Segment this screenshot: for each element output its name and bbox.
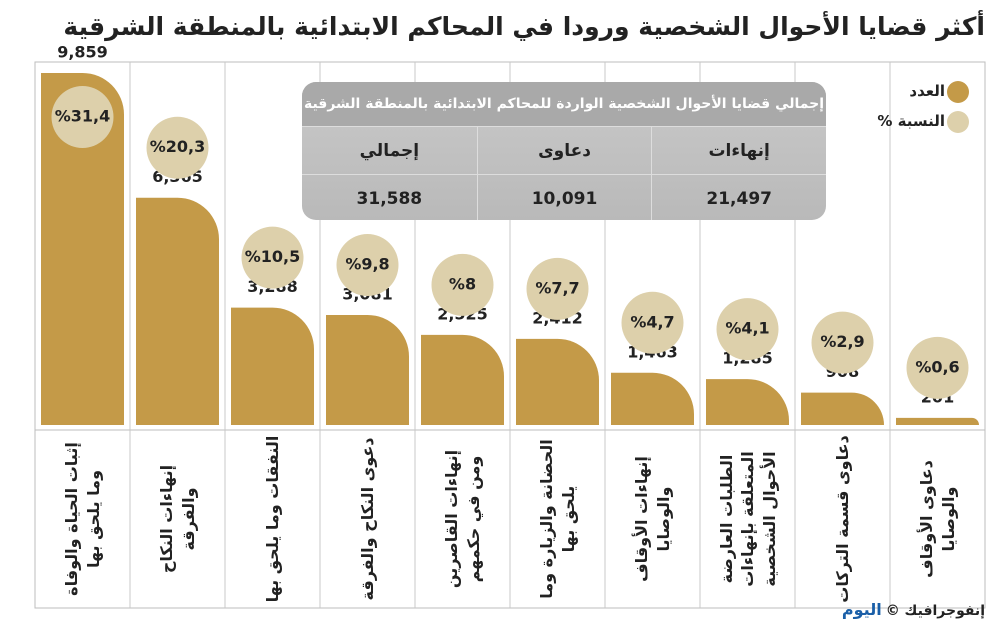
percent-bubble	[241, 226, 304, 289]
table-value: 31,588	[356, 188, 423, 209]
percent-bubble	[526, 257, 589, 320]
percent-bubble	[906, 336, 969, 399]
category-label: إنهاءات الأوقاف والوصايا	[631, 456, 673, 582]
percent-label: %31,4	[55, 107, 111, 126]
table-header-row: إنهاءات دعاوى إجمالي	[302, 126, 826, 174]
bar	[611, 372, 694, 425]
category-label: إنهاءات القاصرين ومن في حكمهم	[441, 449, 483, 589]
category-label: إنهاءات النكاح والفرقة	[156, 464, 198, 574]
bar	[801, 392, 884, 425]
percent-bubble	[431, 253, 494, 316]
value-label: 9,859	[57, 43, 108, 62]
table-value: 10,091	[476, 175, 652, 220]
bar	[421, 334, 504, 425]
chart-title: أكثر قضايا الأحوال الشخصية ورودا في المح…	[63, 12, 985, 41]
percent-bubble	[621, 291, 684, 354]
bar	[896, 417, 979, 425]
percent-label: %4,1	[725, 319, 769, 338]
bar	[136, 197, 219, 425]
percent-label: %4,7	[630, 312, 674, 331]
table-value: 21,497	[651, 175, 826, 220]
percent-bubble	[336, 233, 399, 296]
category-label: الطلبات العارضة المتعلقة بإنهاءات الأحوا…	[716, 451, 779, 587]
percent-label: %9,8	[345, 254, 389, 273]
legend-swatch	[947, 111, 969, 133]
category-label: النفقات وما يلحق بها	[262, 435, 282, 603]
percent-label: %10,5	[245, 247, 301, 266]
percent-label: %7,7	[535, 278, 579, 297]
legend-label: النسبة %	[877, 112, 945, 130]
percent-bubble	[146, 116, 209, 179]
table-header: دعاوى	[476, 127, 652, 174]
category-label: دعاوى الأوقاف والوصايا	[916, 460, 958, 578]
bar	[231, 307, 314, 425]
bar	[516, 338, 599, 425]
table-value-row: 21,497 10,091 31,588	[302, 174, 826, 220]
category-label: دعوى النكاح والفرقة	[357, 437, 377, 601]
table-header: إجمالي	[359, 140, 420, 161]
category-label: إثبات الحياة والوفاة وما يلحق بها	[61, 442, 103, 596]
category-label: الحضانة والزيارة وما يلحق بها	[536, 439, 578, 599]
footer: إنفوجرافيك ©اليوم	[842, 600, 985, 619]
percent-label: %8	[449, 274, 476, 293]
bar	[41, 73, 124, 425]
percent-label: %20,3	[150, 137, 206, 156]
percent-bubble	[811, 311, 874, 374]
credit: إنفوجرافيك ©	[885, 603, 985, 619]
legend-label: العدد	[909, 82, 945, 100]
summary-table: إجمالي قضايا الأحوال الشخصية الواردة للم…	[302, 82, 826, 220]
table-title: إجمالي قضايا الأحوال الشخصية الواردة للم…	[302, 82, 826, 126]
percent-bubble	[716, 298, 779, 361]
percent-label: %0,6	[915, 357, 959, 376]
category-label: دعاوى قسمة التركات	[832, 435, 852, 603]
bar	[326, 314, 409, 425]
legend-swatch	[947, 81, 969, 103]
bar	[706, 379, 789, 425]
brand: اليوم	[841, 600, 882, 619]
percent-bubble	[51, 86, 114, 148]
table-header: إنهاءات	[651, 127, 826, 174]
percent-label: %2,9	[820, 332, 864, 351]
